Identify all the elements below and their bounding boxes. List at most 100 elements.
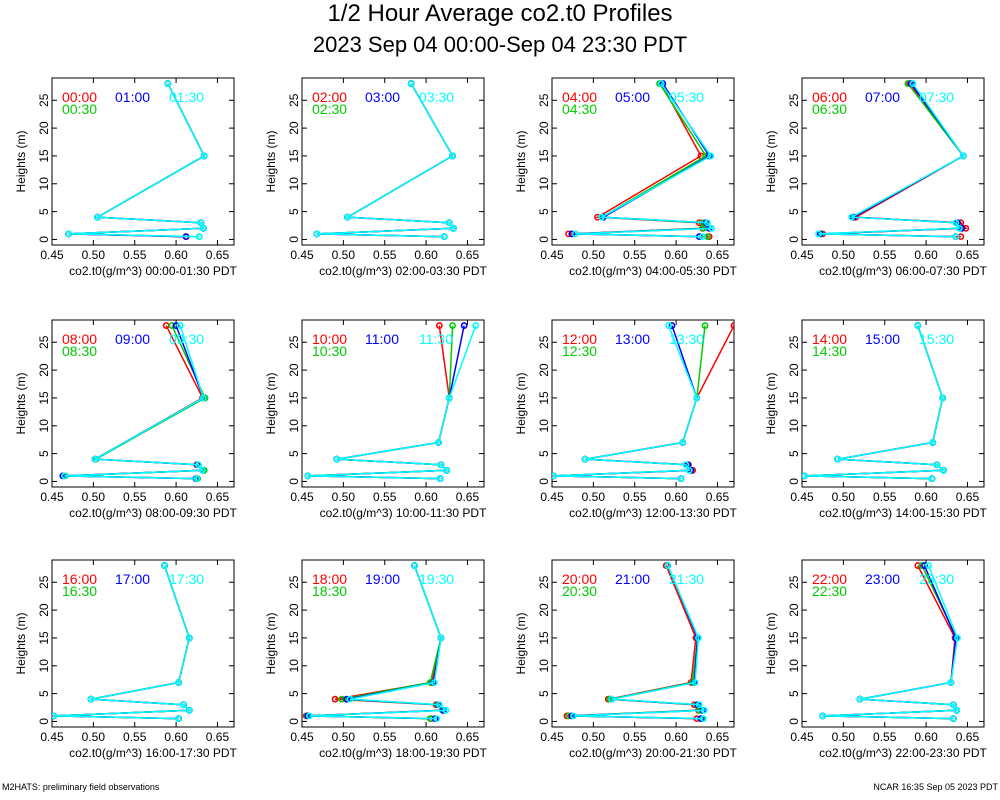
legend-label: 02:30 <box>312 101 347 117</box>
x-axis-label: co2.t0(g/m^3) 04:00-05:30 PDT <box>569 264 737 278</box>
y-tick-label: 0 <box>37 236 51 243</box>
y-tick-label: 0 <box>37 718 51 725</box>
legend-label: 16:00 <box>62 571 97 587</box>
data-point <box>346 695 354 703</box>
panel-3: 0.45 0.50 0.55 0.60 0.65 0 5 10 15 20 25 Heights (m… <box>514 77 738 278</box>
x-tick-label: 0.45 <box>540 730 564 744</box>
data-point <box>411 562 418 569</box>
x-axis-label: co2.t0(g/m^3) 14:00-15:30 PDT <box>819 506 987 520</box>
y-tick-label: 5 <box>787 208 801 215</box>
legend-label: 10:00 <box>312 331 347 347</box>
legend-label: 06:30 <box>812 101 847 117</box>
panel-10: 0.45 0.50 0.55 0.60 0.65 0 5 10 15 20 25 Heights (m… <box>264 559 488 760</box>
data-point <box>570 712 577 720</box>
x-tick-label: 0.65 <box>206 248 230 262</box>
data-point <box>185 706 193 714</box>
data-point <box>856 695 864 703</box>
y-tick-label: 10 <box>287 177 301 191</box>
y-tick-label: 15 <box>787 391 801 405</box>
legend-label: 14:00 <box>812 331 847 347</box>
legend-label: 18:30 <box>312 583 347 599</box>
data-point <box>435 701 443 709</box>
x-tick-label: 0.60 <box>414 490 438 504</box>
data-point <box>433 715 441 723</box>
data-point <box>333 455 341 463</box>
y-tick-label: 5 <box>37 690 51 697</box>
x-axis-label: co2.t0(g/m^3) 22:00-23:30 PDT <box>819 746 987 760</box>
data-point <box>700 706 708 714</box>
x-axis-label: co2.t0(g/m^3) 08:00-09:30 PDT <box>69 506 237 520</box>
series-group <box>815 80 970 241</box>
series-group <box>65 80 208 241</box>
legend-label: 03:00 <box>365 89 400 105</box>
x-tick-label: 0.45 <box>40 490 64 504</box>
series-group <box>563 562 708 723</box>
y-tick-label: 5 <box>537 690 551 697</box>
y-tick-label: 20 <box>37 121 51 135</box>
chart-title: 1/2 Hour Average co2.t0 Profiles <box>327 0 673 27</box>
data-point <box>460 322 468 329</box>
x-tick-label: 0.55 <box>373 248 397 262</box>
data-point <box>928 475 936 483</box>
data-point <box>834 455 841 463</box>
x-tick-label: 0.45 <box>540 248 564 262</box>
data-point <box>947 679 955 686</box>
y-axis-label: Heights (m) <box>14 130 28 192</box>
x-tick-label: 0.55 <box>623 490 647 504</box>
plot-frame <box>551 319 735 488</box>
x-tick-label: 0.50 <box>832 490 856 504</box>
x-tick-label: 0.65 <box>456 490 480 504</box>
x-tick-label: 0.65 <box>956 730 980 744</box>
legend-label: 17:30 <box>169 571 204 587</box>
data-point <box>94 213 101 221</box>
x-tick-label: 0.50 <box>832 730 856 744</box>
x-tick-label: 0.65 <box>706 730 730 744</box>
x-axis-label: co2.t0(g/m^3) 20:00-21:30 PDT <box>569 746 737 760</box>
x-tick-label: 0.55 <box>873 248 897 262</box>
x-tick-label: 0.50 <box>82 490 106 504</box>
plot-frame <box>801 319 985 488</box>
legend-label: 01:30 <box>169 89 204 105</box>
y-tick-label: 15 <box>37 631 51 645</box>
y-axis-label: Heights (m) <box>14 372 28 434</box>
x-tick-label: 0.50 <box>582 248 606 262</box>
data-point <box>306 712 313 720</box>
x-tick-label: 0.45 <box>290 490 314 504</box>
series-line <box>573 565 706 720</box>
data-point <box>52 712 58 720</box>
data-point <box>199 394 207 402</box>
data-point <box>699 715 707 723</box>
y-tick-label: 15 <box>537 149 551 163</box>
y-tick-label: 15 <box>537 631 551 645</box>
data-point <box>180 701 187 709</box>
y-tick-label: 25 <box>287 335 301 349</box>
x-tick-label: 0.60 <box>664 730 688 744</box>
panel-1: 0.45 0.50 0.55 0.60 0.65 0 5 10 15 20 25 Heights (m… <box>14 77 238 278</box>
data-point <box>435 439 442 446</box>
series-group <box>59 322 209 483</box>
x-tick-label: 0.60 <box>914 490 938 504</box>
legend-label: 15:00 <box>865 331 900 347</box>
y-tick-label: 0 <box>537 236 551 243</box>
panel-9: 0.45 0.50 0.55 0.60 0.65 0 5 10 15 20 25 Heights (m… <box>14 559 238 760</box>
data-point <box>445 219 453 227</box>
x-tick-label: 0.55 <box>123 248 147 262</box>
x-axis-label: co2.t0(g/m^3) 06:00-07:30 PDT <box>819 264 987 278</box>
data-point <box>925 562 932 569</box>
data-point <box>848 213 856 221</box>
panel-7: 0.45 0.50 0.55 0.60 0.65 0 5 10 15 20 25 Heights (m… <box>514 319 738 520</box>
legend-label: 21:00 <box>615 571 650 587</box>
data-point <box>704 219 711 227</box>
data-point <box>565 230 572 238</box>
data-point <box>199 466 206 474</box>
y-tick-label: 5 <box>287 690 301 697</box>
y-tick-label: 25 <box>537 93 551 107</box>
series-group <box>552 322 734 483</box>
y-axis-label: Heights (m) <box>764 612 778 674</box>
data-point <box>819 712 827 720</box>
y-tick-label: 0 <box>287 236 301 243</box>
x-tick-label: 0.60 <box>414 248 438 262</box>
y-tick-label: 10 <box>287 419 301 433</box>
y-tick-label: 20 <box>287 363 301 377</box>
